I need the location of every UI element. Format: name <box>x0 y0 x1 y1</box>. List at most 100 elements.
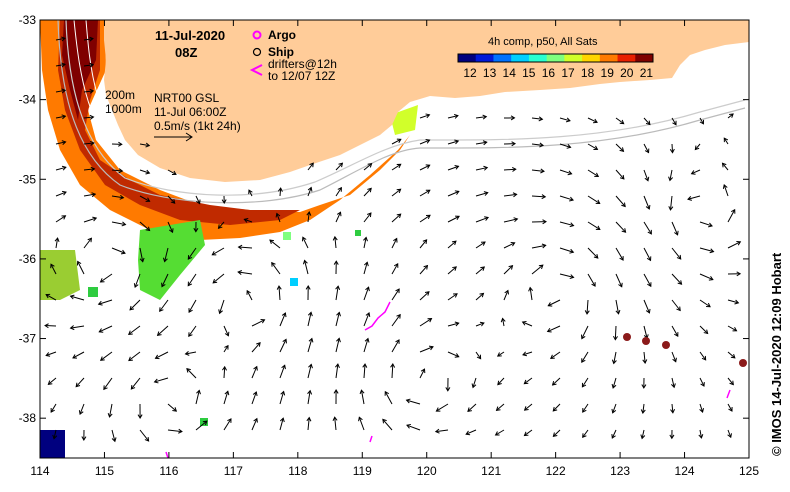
current-time: 11-Jul 06:00Z <box>154 105 227 119</box>
current-arrow <box>69 325 85 331</box>
current-arrow <box>699 351 707 361</box>
current-arrow <box>559 143 572 149</box>
current-arrow <box>78 403 85 416</box>
current-arrow <box>279 390 286 405</box>
current-arrow <box>671 247 682 260</box>
current-arrow <box>391 188 402 197</box>
colorbar <box>457 53 654 63</box>
current-arrow <box>587 143 599 150</box>
current-arrow <box>445 377 451 392</box>
current-arrow <box>494 429 505 436</box>
colorbar-label: 14 <box>503 66 517 80</box>
current-arrow <box>363 286 370 301</box>
current-arrow <box>531 194 547 200</box>
current-arrow <box>727 208 736 223</box>
current-arrow <box>107 403 113 418</box>
colorbar-segment <box>493 54 512 62</box>
current-arrow <box>246 289 253 301</box>
current-arrow <box>640 429 646 440</box>
current-arrow <box>154 351 169 360</box>
current-arrow <box>611 377 617 389</box>
current-arrow <box>727 351 736 359</box>
current-arrow <box>419 138 431 145</box>
current-arrow <box>581 351 589 364</box>
current-arrow <box>435 403 449 412</box>
current-arrow <box>475 351 482 360</box>
current-arrow <box>391 339 400 353</box>
current-arrow <box>55 165 67 171</box>
colorbar-segment <box>582 54 601 62</box>
current-arrow <box>643 117 651 126</box>
y-tick-label: -33 <box>19 13 37 27</box>
current-arrow <box>727 271 742 277</box>
current-arrow <box>587 117 598 124</box>
credit-text: © IMOS 14-Jul-2020 12:09 Hobart <box>769 252 784 456</box>
current-arrow <box>83 166 96 172</box>
current-arrow <box>301 236 309 249</box>
colorbar-frame <box>457 53 654 63</box>
current-arrow <box>129 299 141 311</box>
current-arrow <box>587 273 596 287</box>
current-arrow <box>699 273 714 281</box>
colorbar-label: 18 <box>581 66 595 80</box>
current-arrow <box>391 237 398 249</box>
current-arrow <box>47 377 57 385</box>
current-arrow <box>523 377 533 385</box>
current-arrow <box>584 299 590 315</box>
current-arrow <box>187 273 197 287</box>
current-arrow <box>186 367 197 379</box>
current-arrow <box>419 214 431 223</box>
current-arrow <box>111 429 117 443</box>
current-arrow <box>75 377 85 388</box>
current-arrow <box>615 143 625 152</box>
current-vectors <box>44 36 742 443</box>
current-arrow <box>335 311 341 327</box>
current-arrow <box>271 261 281 275</box>
current-arrow <box>611 429 617 439</box>
current-arrow <box>55 140 67 146</box>
x-tick-label: 117 <box>224 464 243 478</box>
colorbar-label: 12 <box>463 66 477 80</box>
drifter-legend-label-2: to 12/07 12Z <box>268 69 335 83</box>
current-arrow <box>643 247 652 262</box>
current-arrow <box>307 311 313 327</box>
current-arrow <box>475 114 488 120</box>
current-arrow <box>335 162 344 171</box>
current-arrow <box>559 221 575 228</box>
current-arrow <box>523 429 533 437</box>
current-arrow <box>222 365 227 379</box>
current-arrow <box>447 266 457 275</box>
current-arrow <box>111 194 125 200</box>
current-arrow <box>195 195 201 205</box>
colorbar-segment <box>617 54 636 62</box>
current-arrow <box>500 317 506 327</box>
argo-floats <box>623 333 747 367</box>
current-arrow <box>333 389 339 405</box>
current-arrow <box>671 351 677 363</box>
drifter-legend-label-1: drifters@12h <box>268 57 337 71</box>
current-arrow <box>522 351 533 357</box>
current-arrow <box>641 377 647 389</box>
current-arrow <box>162 247 169 263</box>
current-arrow <box>419 264 429 275</box>
colorbar-label: 21 <box>640 66 654 80</box>
current-arrow <box>391 262 399 275</box>
current-arrow <box>279 417 285 431</box>
current-arrow <box>587 169 600 177</box>
plot-frame <box>39 19 750 459</box>
current-arrow <box>83 88 95 94</box>
current-arrow <box>475 165 489 171</box>
current-arrow <box>668 169 673 182</box>
current-arrow <box>503 265 514 275</box>
current-arrow <box>45 293 57 301</box>
current-arrow <box>503 192 518 198</box>
current-arrow <box>167 221 174 234</box>
colorbar-label: 15 <box>522 66 536 80</box>
current-arrow <box>76 260 85 275</box>
current-arrow <box>54 237 60 249</box>
current-arrow <box>727 429 732 439</box>
colorbar-segment <box>511 54 530 62</box>
current-arrow <box>503 115 516 121</box>
current-arrow <box>531 168 545 174</box>
current-arrow <box>690 169 701 175</box>
